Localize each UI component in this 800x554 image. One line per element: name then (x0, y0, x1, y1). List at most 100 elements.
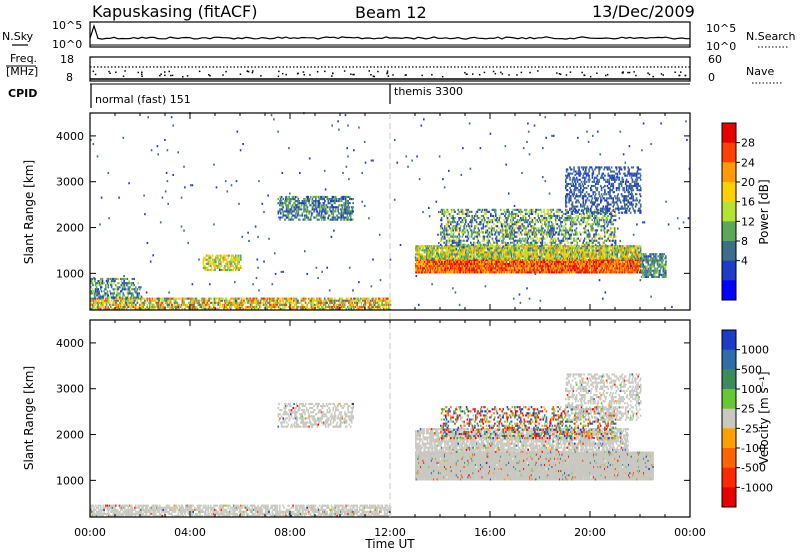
nave-dot (252, 72, 254, 74)
heatmap-cell (232, 302, 234, 304)
heatmap-cell (519, 267, 521, 269)
heatmap-cell (459, 256, 461, 258)
heatmap-cell (557, 247, 559, 249)
heatmap-cell (508, 256, 510, 258)
heatmap-cell (296, 217, 298, 219)
heatmap-cell (377, 306, 379, 308)
heatmap-cell (208, 261, 210, 263)
heatmap-cell (105, 284, 107, 286)
heatmap-cell (298, 212, 300, 214)
heatmap-cell (381, 302, 383, 304)
heatmap-cell (325, 208, 327, 210)
heatmap-cell (429, 256, 431, 258)
nave-dot (252, 70, 254, 72)
heatmap-cell (332, 215, 334, 217)
heatmap-cell (128, 280, 130, 282)
heatmap-cell (205, 302, 207, 304)
heatmap-cell (205, 306, 207, 308)
heatmap-cell (505, 258, 507, 260)
heatmap-cell (335, 210, 337, 212)
heatmap-cell (567, 261, 569, 263)
heatmap-cell (108, 294, 110, 296)
heatmap-cell (118, 278, 120, 280)
nave-dot (141, 72, 143, 74)
nave-dot (627, 72, 629, 74)
heatmap-cell (357, 298, 359, 300)
heatmap-cell (298, 204, 300, 206)
heatmap-cell (438, 245, 440, 247)
nave-tick-top: 60 (708, 53, 722, 66)
heatmap-cell (543, 247, 545, 249)
heatmap-cell (108, 300, 110, 302)
heatmap-cell (291, 304, 293, 306)
nave-dot (278, 71, 280, 73)
heatmap-cell (304, 198, 306, 200)
heatmap-cell (311, 300, 313, 302)
heatmap-cell (534, 258, 536, 260)
heatmap-cell (238, 257, 240, 259)
heatmap-cell (488, 267, 490, 269)
heatmap-cell (352, 206, 354, 208)
heatmap-cell (348, 219, 350, 221)
heatmap-cell (364, 298, 366, 300)
heatmap-cell (302, 215, 304, 217)
heatmap-cell (318, 300, 320, 302)
heatmap-cell (133, 292, 135, 294)
heatmap-cell (324, 219, 326, 221)
heatmap-cell (288, 206, 290, 208)
heatmap-cell (293, 204, 295, 206)
heatmap-cell (238, 261, 240, 263)
heatmap-cell (278, 217, 280, 219)
heatmap-cell (282, 304, 284, 306)
heatmap-cell (152, 298, 154, 300)
nave-dot (680, 71, 682, 73)
heatmap-cell (437, 258, 439, 260)
heatmap-cell (537, 251, 539, 253)
heatmap-cell (260, 304, 262, 306)
heatmap-cell (424, 258, 426, 260)
heatmap-cell (479, 247, 481, 249)
heatmap-cell (291, 298, 293, 300)
heatmap-cell (348, 206, 350, 208)
heatmap-cell (235, 306, 237, 308)
nave-dot (353, 74, 355, 76)
heatmap-cell (316, 304, 318, 306)
heatmap-cell (98, 288, 100, 290)
heatmap-cell (106, 304, 108, 306)
heatmap-cell (167, 302, 169, 304)
heatmap-cell (335, 196, 337, 198)
heatmap-cell (117, 286, 119, 288)
heatmap-cell (376, 298, 378, 300)
heatmap-cell (212, 302, 214, 304)
heatmap-cell (336, 198, 338, 200)
heatmap-cell (449, 258, 451, 260)
heatmap-cell (251, 300, 253, 302)
heatmap-cell (370, 302, 372, 304)
heatmap-cell (636, 271, 638, 273)
heatmap-cell (383, 306, 385, 308)
nave-dot (674, 72, 676, 74)
heatmap-cell (119, 294, 121, 296)
heatmap-cell (133, 306, 135, 308)
heatmap-cell (324, 215, 326, 217)
heatmap-cell (313, 204, 315, 206)
heatmap-cell (267, 300, 269, 302)
nave-dot (309, 74, 311, 76)
heatmap-cell (300, 206, 302, 208)
heatmap-cell (478, 263, 480, 265)
heatmap-cell (110, 292, 112, 294)
heatmap-cell (151, 300, 153, 302)
heatmap-cell (463, 251, 465, 253)
heatmap-cell (429, 253, 431, 255)
heatmap-cell (136, 297, 138, 299)
heatmap-cell (418, 256, 420, 258)
heatmap-cell (158, 298, 160, 300)
heatmap-cell (356, 298, 358, 300)
heatmap-cell (426, 253, 428, 255)
nave-dot (222, 74, 224, 76)
heatmap-cell (101, 306, 103, 308)
power-heatmap-cells (90, 112, 690, 310)
heatmap-cell (351, 304, 353, 306)
heatmap-cell (147, 300, 149, 302)
heatmap-cell (497, 247, 499, 249)
